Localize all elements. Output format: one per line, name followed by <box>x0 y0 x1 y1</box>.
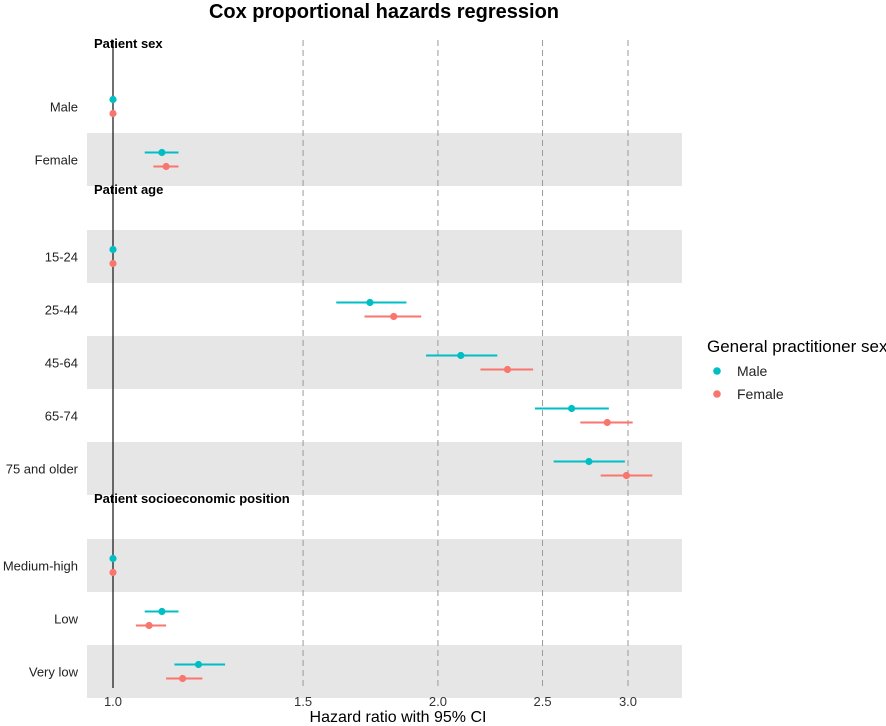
estimate-point <box>390 312 398 321</box>
row-band <box>87 539 682 592</box>
row-label: 75 and older <box>6 462 79 477</box>
row-label: 15-24 <box>45 250 78 265</box>
x-axis-ticks: 1.0 1.5 2.0 2.5 3.0 <box>104 694 637 709</box>
estimate-point <box>585 457 593 466</box>
estimate-point <box>568 404 576 413</box>
estimate-point <box>158 148 166 157</box>
estimate-point <box>109 245 117 254</box>
legend-key <box>713 390 721 398</box>
row-label: Medium-high <box>3 559 78 574</box>
chart-title: Cox proportional hazards regression <box>209 1 559 23</box>
legend-label: Female <box>737 386 784 402</box>
estimate-point <box>158 607 166 616</box>
row-band <box>87 133 682 186</box>
row-band <box>87 442 682 495</box>
row-label: Low <box>54 612 78 627</box>
estimate-point <box>109 554 117 563</box>
row-label: Female <box>35 153 78 168</box>
gridlines <box>302 40 629 688</box>
legend: General practitioner sex Male Female <box>707 337 886 402</box>
row-labels: Patient sex Male Female Patient age 15-24 25-… <box>3 36 290 680</box>
estimate-point <box>603 418 611 427</box>
x-tick-label: 3.0 <box>619 694 637 709</box>
x-tick-label: 1.5 <box>294 694 312 709</box>
estimate-point <box>366 298 374 307</box>
x-tick-label: 2.5 <box>533 694 551 709</box>
estimate-point <box>503 365 512 374</box>
row-label: Very low <box>29 665 79 680</box>
estimate-point <box>178 674 187 683</box>
group-label: Patient sex <box>94 36 163 51</box>
x-axis-title: Hazard ratio with 95% CI <box>310 709 487 726</box>
row-band <box>87 336 682 389</box>
row-band <box>87 230 682 283</box>
estimate-point <box>109 568 117 577</box>
x-tick-label: 1.0 <box>104 694 122 709</box>
estimate-marks <box>109 95 653 683</box>
estimate-point <box>194 660 203 669</box>
estimate-point <box>109 109 117 118</box>
estimate-point <box>457 351 465 360</box>
estimate-point <box>109 95 117 104</box>
row-bands <box>87 133 682 698</box>
x-tick-label: 2.0 <box>429 694 447 709</box>
legend-title: General practitioner sex <box>707 337 886 356</box>
estimate-point <box>109 259 117 268</box>
row-label: 25-44 <box>45 303 78 318</box>
row-label: Male <box>50 100 78 115</box>
estimate-point <box>145 621 153 630</box>
group-label: Patient socioeconomic position <box>94 491 290 506</box>
row-band <box>87 645 682 698</box>
row-label: 45-64 <box>45 356 78 371</box>
group-label: Patient age <box>94 182 163 197</box>
estimate-point <box>622 471 631 480</box>
legend-key <box>713 367 721 375</box>
row-label: 65-74 <box>45 409 78 424</box>
estimate-point <box>162 162 170 171</box>
legend-label: Male <box>737 363 768 379</box>
